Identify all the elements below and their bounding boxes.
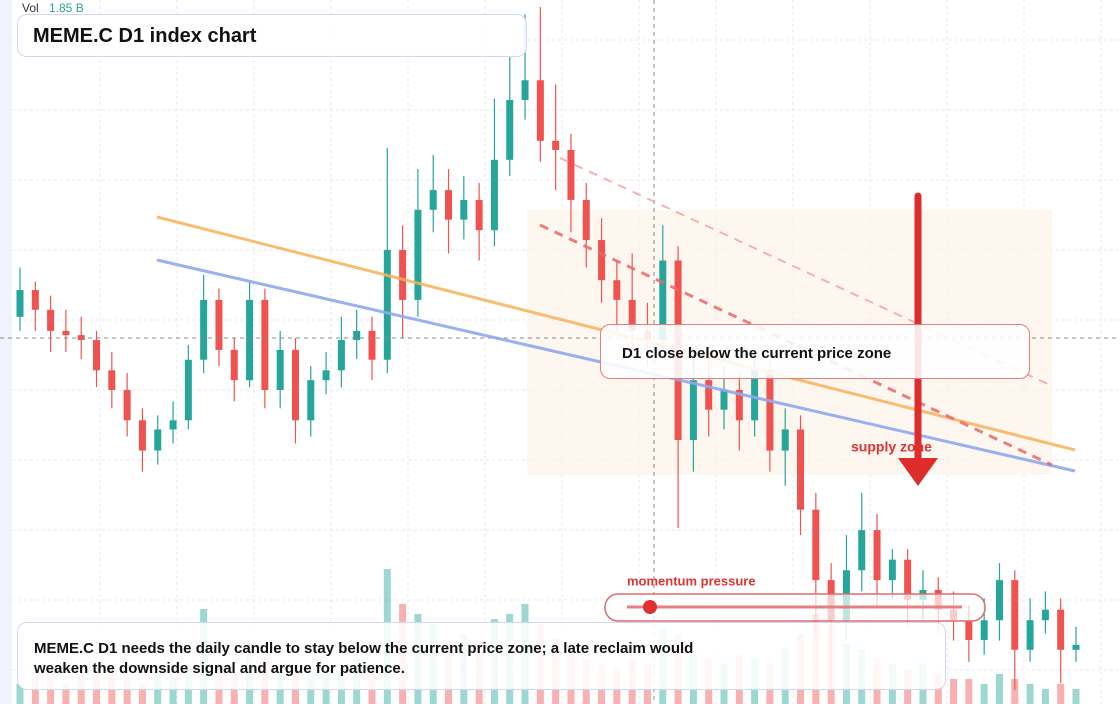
volume-bar xyxy=(16,684,24,704)
candle-body xyxy=(414,209,422,300)
volume-value: 1.85 B xyxy=(49,1,84,15)
volume-bar xyxy=(1057,684,1065,704)
candle-body xyxy=(582,199,590,241)
candle-body xyxy=(353,330,361,341)
momentum-label: momentum pressure xyxy=(627,573,756,588)
candle-body xyxy=(536,80,544,141)
annotation-text: D1 close below the current price zone xyxy=(622,345,892,362)
candle-body xyxy=(980,620,988,640)
candle-body xyxy=(399,249,407,300)
candle-body xyxy=(31,290,39,310)
candle-body xyxy=(598,240,606,281)
volume-bar xyxy=(31,679,39,704)
volume-bar xyxy=(1026,684,1034,704)
note-text: MEME.C D1 needs the daily candle to stay… xyxy=(34,640,694,677)
candle-body xyxy=(383,249,391,360)
volume-bar xyxy=(1041,689,1049,704)
candle-body xyxy=(475,199,483,231)
candle-body xyxy=(291,349,299,421)
zone-label: supply zone xyxy=(851,439,932,455)
candle-body xyxy=(659,260,667,341)
candle-body xyxy=(261,299,269,391)
volume-caption: Vol xyxy=(22,1,39,15)
candle-body xyxy=(766,370,774,451)
volume-bar xyxy=(950,679,958,704)
chart-title: MEME.C D1 index chart xyxy=(33,25,257,47)
candle-body xyxy=(873,530,881,581)
candle-body xyxy=(169,420,177,430)
title-box: MEME.C D1 index chart xyxy=(17,14,527,57)
candle-body xyxy=(904,559,912,600)
candle-body xyxy=(429,190,437,210)
candle-body xyxy=(62,330,70,336)
candle-body xyxy=(506,99,514,160)
candle-body xyxy=(445,190,453,220)
candle-body xyxy=(93,340,101,371)
trend-line-dashed xyxy=(539,223,1053,467)
volume-bar xyxy=(995,674,1003,704)
momentum-knob xyxy=(643,600,657,614)
candle-body xyxy=(567,149,575,200)
candle-body xyxy=(490,159,498,231)
volume-bar xyxy=(965,679,973,704)
candle-body xyxy=(735,390,743,421)
volume-bar xyxy=(169,679,177,704)
candle-body xyxy=(1041,609,1049,621)
candle-body xyxy=(689,380,697,440)
candle-body xyxy=(781,429,789,451)
candle-body xyxy=(108,370,116,391)
volume-bar xyxy=(62,684,70,704)
candle-body xyxy=(154,429,162,451)
left-edge xyxy=(0,0,12,704)
candle-body xyxy=(368,330,376,360)
candle-body xyxy=(521,80,529,100)
candle-body xyxy=(16,290,24,317)
candle-body xyxy=(1011,580,1019,650)
candle-body xyxy=(1026,620,1034,650)
candle-body xyxy=(552,140,560,150)
candle-body xyxy=(995,580,1003,621)
candle-body xyxy=(47,309,55,331)
volume-bar xyxy=(123,679,131,704)
candle-body xyxy=(613,280,621,300)
candle-body xyxy=(215,299,223,350)
volume-bar xyxy=(138,684,146,704)
candle-body xyxy=(460,199,468,220)
volume-bar xyxy=(77,679,85,704)
candle-body xyxy=(751,370,759,421)
candle-body xyxy=(276,349,284,391)
candle-body xyxy=(307,380,315,421)
candle-body xyxy=(1072,644,1080,650)
volume-bar xyxy=(307,679,315,704)
candle-body xyxy=(246,299,254,381)
candle-body xyxy=(230,349,238,381)
candle-body xyxy=(965,620,973,640)
candle-body xyxy=(720,390,728,410)
volume-bar xyxy=(1072,689,1080,704)
candle-body xyxy=(138,420,146,451)
candle-body xyxy=(200,299,208,360)
volume-bar xyxy=(1011,679,1019,704)
candle-body xyxy=(888,559,896,581)
arrow-head xyxy=(898,458,938,486)
annotation-box: D1 close below the current price zone xyxy=(600,324,1030,379)
candle-body xyxy=(184,359,192,421)
candle-body xyxy=(337,340,345,371)
note-box: MEME.C D1 needs the daily candle to stay… xyxy=(17,622,946,690)
candle-body xyxy=(858,530,866,571)
candle-body xyxy=(322,370,330,381)
volume-bar xyxy=(980,684,988,704)
candle-body xyxy=(797,429,805,510)
candle-body xyxy=(123,390,131,421)
candle-body xyxy=(628,299,636,331)
candle-body xyxy=(1057,609,1065,650)
candle-body xyxy=(812,509,820,581)
candle-body xyxy=(705,380,713,410)
